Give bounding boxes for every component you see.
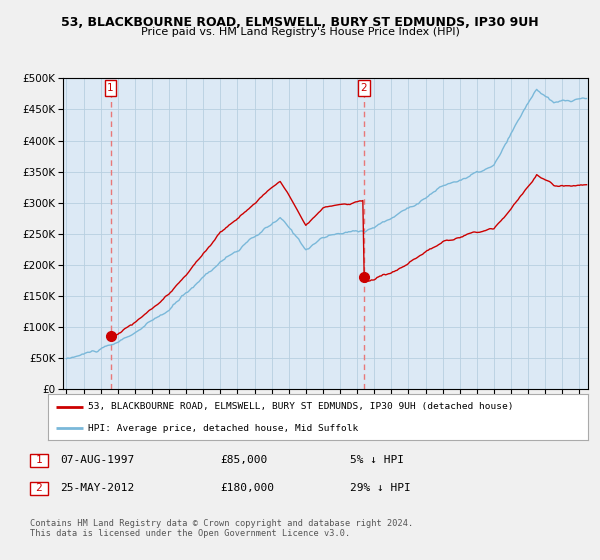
Text: £85,000: £85,000	[220, 455, 267, 465]
Text: HPI: Average price, detached house, Mid Suffolk: HPI: Average price, detached house, Mid …	[89, 423, 359, 433]
Text: £180,000: £180,000	[220, 483, 274, 493]
FancyBboxPatch shape	[30, 454, 48, 466]
Text: Price paid vs. HM Land Registry's House Price Index (HPI): Price paid vs. HM Land Registry's House …	[140, 27, 460, 37]
Text: 2: 2	[361, 83, 367, 93]
Text: 53, BLACKBOURNE ROAD, ELMSWELL, BURY ST EDMUNDS, IP30 9UH: 53, BLACKBOURNE ROAD, ELMSWELL, BURY ST …	[61, 16, 539, 29]
Text: 29% ↓ HPI: 29% ↓ HPI	[350, 483, 411, 493]
FancyBboxPatch shape	[30, 482, 48, 494]
Text: 2: 2	[35, 483, 43, 493]
Text: 1: 1	[107, 83, 114, 93]
Text: 25-MAY-2012: 25-MAY-2012	[60, 483, 134, 493]
Text: Contains HM Land Registry data © Crown copyright and database right 2024.
This d: Contains HM Land Registry data © Crown c…	[30, 519, 413, 538]
Text: 1: 1	[35, 455, 43, 465]
Text: 07-AUG-1997: 07-AUG-1997	[60, 455, 134, 465]
Text: 5% ↓ HPI: 5% ↓ HPI	[350, 455, 404, 465]
Text: 53, BLACKBOURNE ROAD, ELMSWELL, BURY ST EDMUNDS, IP30 9UH (detached house): 53, BLACKBOURNE ROAD, ELMSWELL, BURY ST …	[89, 402, 514, 411]
